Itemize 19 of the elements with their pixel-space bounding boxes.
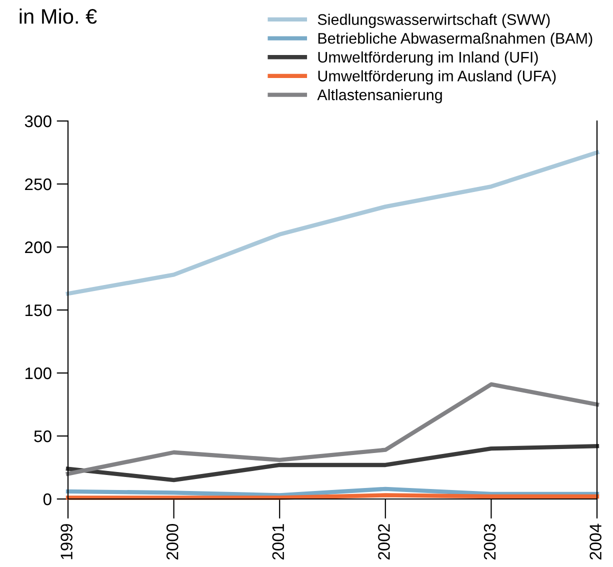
- y-axis-title: in Mio. €: [20, 8, 97, 24]
- legend-label: Betriebliche Abwasermaßnahmen (BAM): [318, 32, 592, 47]
- legend-label: Altlastensanierung: [317, 89, 442, 104]
- y-tick-label: 0: [43, 493, 52, 506]
- y-tick-label: 300: [24, 115, 52, 128]
- y-tick-label: 100: [25, 367, 52, 380]
- y-tick-label: 50: [34, 430, 52, 442]
- legend-label: Umweltförderung im Inland (UFI): [318, 51, 538, 66]
- x-tick-label: 2002: [378, 524, 390, 560]
- x-tick-label: 2003: [484, 524, 496, 560]
- y-tick-label: 250: [25, 178, 52, 190]
- y-tick-label: 150: [25, 304, 52, 316]
- legend-label: Umweltförderung im Ausland (UFA): [318, 70, 556, 84]
- y-tick-label: 200: [25, 241, 52, 254]
- x-tick-label: 1999: [60, 524, 72, 560]
- legend-label: Siedlungswasserwirtschaft (SWW): [318, 14, 550, 28]
- x-tick-label: 2001: [272, 524, 284, 560]
- x-tick-label: 2004: [590, 524, 602, 560]
- x-tick-label: 2000: [166, 524, 178, 560]
